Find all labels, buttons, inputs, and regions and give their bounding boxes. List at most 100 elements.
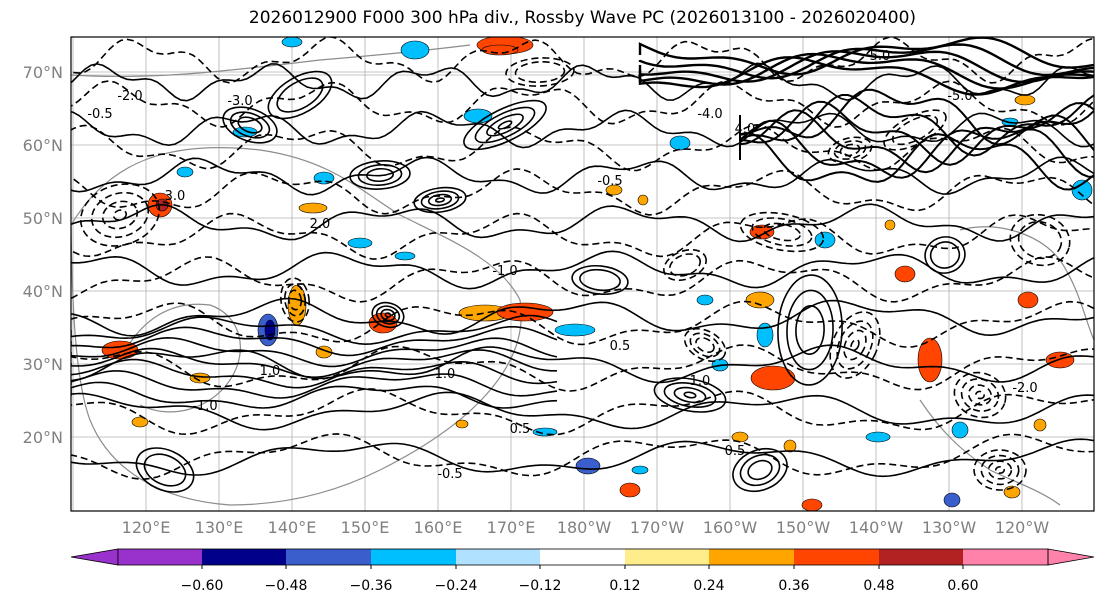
colorbar-frame <box>117 548 1049 566</box>
colorbar-ticks: −0.60 −0.48 −0.36 −0.24 −0.12 0.12 0.24 0.36 0.4… <box>181 565 979 594</box>
pc-shade-blob <box>189 372 211 384</box>
pc-shade-blob <box>1071 179 1093 201</box>
colorbar-segment <box>456 549 540 565</box>
contour-line <box>71 381 558 409</box>
contour-label: -3.0 <box>227 94 252 109</box>
contour-cell <box>135 447 195 493</box>
contour-cell <box>663 382 717 408</box>
colorbar-tick-label: 0.48 <box>863 578 894 594</box>
longitude-label: 140°W <box>849 518 904 537</box>
contour-cell <box>287 289 303 311</box>
pc-shade-blob <box>298 202 328 214</box>
contour-cell <box>366 167 394 183</box>
pc-shade-blob <box>637 194 649 206</box>
colorbar-segment <box>371 549 456 565</box>
latitude-label: 70°N <box>23 63 63 82</box>
pc-shade-blob <box>400 40 430 60</box>
pc-shade-blob <box>287 284 307 326</box>
pc-shade-blob <box>745 291 775 309</box>
contour-line <box>739 88 1094 146</box>
colorbar-segment <box>794 549 879 565</box>
latitude-label: 40°N <box>23 282 63 301</box>
contour-label: -1.0 <box>492 264 517 279</box>
contour-cell <box>435 197 445 203</box>
contour-cell <box>90 191 150 239</box>
colorbar-segment <box>625 549 709 565</box>
colorbar: −0.60 −0.48 −0.36 −0.24 −0.12 0.12 0.24 0.36 0.4… <box>70 548 1095 594</box>
contour-cell <box>101 200 139 230</box>
contour-cell <box>980 454 1020 486</box>
latitude-label: 20°N <box>23 428 63 447</box>
contour-cell <box>739 211 825 253</box>
contour-label: -5.0 <box>947 89 972 104</box>
pc-shade-blob <box>575 457 601 475</box>
longitude-label: 160°E <box>414 518 463 537</box>
colorbar-tick-label: −0.12 <box>519 578 562 594</box>
contour-cell <box>975 390 985 400</box>
contour-cell <box>79 183 161 247</box>
pc-shade-blob <box>605 184 623 196</box>
contour-label: -2.0 <box>117 89 142 104</box>
colorbar-extend-low <box>70 548 119 566</box>
longitude-label: 150°E <box>341 518 390 537</box>
contour-cell <box>973 449 1027 491</box>
graticule <box>71 37 1094 511</box>
contour-cell <box>929 241 961 269</box>
contour-cell <box>413 186 467 214</box>
contour-cell <box>514 61 566 83</box>
contour-cell <box>762 222 802 242</box>
colorbar-segment <box>709 549 794 565</box>
contour-label: 0.5 <box>725 444 746 459</box>
pc-shade-blob <box>756 322 774 348</box>
contour-cell <box>669 253 701 277</box>
pc-shade-blob <box>884 219 896 231</box>
contour-cell <box>222 106 278 144</box>
contour-cell <box>777 274 843 386</box>
contour-cell <box>1009 213 1071 267</box>
contour-label: 5.0 <box>870 49 891 64</box>
contour-label: 4.0 <box>735 122 756 137</box>
contour-cell <box>883 109 947 151</box>
contour-line <box>71 80 1094 128</box>
pc-shade-blob <box>1033 418 1047 432</box>
contour-line <box>71 358 558 389</box>
contour-cell <box>143 453 187 487</box>
pc-shade-blob <box>865 431 891 443</box>
contour-line <box>71 212 1094 260</box>
pc-shade-blob <box>455 419 469 429</box>
contour-cell <box>1017 220 1063 260</box>
pc-shade-blob <box>801 498 823 511</box>
contour-cell <box>924 236 966 274</box>
contour-cell <box>474 106 536 144</box>
colorbar-segment <box>879 549 963 565</box>
contour-line <box>71 438 1094 478</box>
contour-cell <box>112 209 128 221</box>
contour-cell <box>843 329 867 361</box>
colorbar-tick-label: −0.48 <box>265 578 308 594</box>
contour-cell <box>747 459 773 481</box>
contour-cell <box>795 305 825 355</box>
contour-cell <box>967 384 993 406</box>
contour-line <box>71 314 558 346</box>
contour-cell <box>732 447 788 493</box>
contour-cell <box>420 190 460 210</box>
colorbar-tick-label: 0.12 <box>609 578 640 594</box>
contour-cell <box>829 311 881 379</box>
pc-shade-blob <box>264 319 276 341</box>
contour-cell <box>960 378 1000 412</box>
pc-shade-blob <box>750 365 796 391</box>
contour-line <box>71 370 558 399</box>
pc-shade-blob <box>631 465 649 475</box>
colorbar-tick-label: 0.60 <box>947 578 978 594</box>
contour-cell <box>850 338 860 352</box>
pc-shade-blob <box>176 166 194 178</box>
contour-cell <box>673 386 707 404</box>
contour-cell <box>689 332 721 358</box>
contour-labels: -0.5 0.5 -1.0 1.0 -2.0 2.0 -3.0 3.0 -5.0 5.0 -4.0 4… <box>87 49 1037 482</box>
coastline <box>119 303 241 413</box>
map-panel: -0.5 0.5 -1.0 1.0 -2.0 2.0 -3.0 3.0 -5.0 5.0 -4.0 4… <box>71 37 1094 511</box>
pc-shade-blob <box>1045 351 1075 369</box>
pc-shade-blob <box>131 416 149 428</box>
contour-cell <box>786 289 834 371</box>
contour-line <box>638 43 1094 80</box>
